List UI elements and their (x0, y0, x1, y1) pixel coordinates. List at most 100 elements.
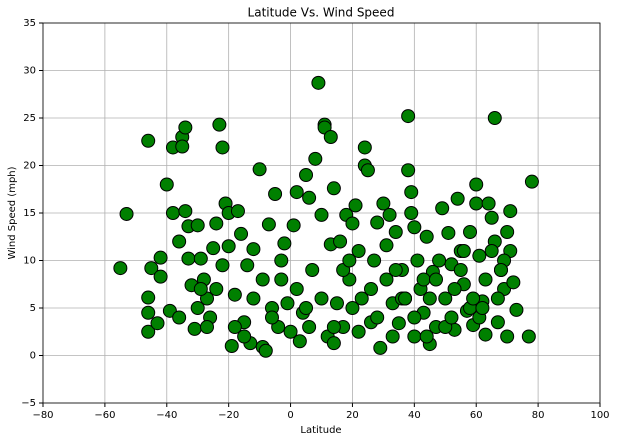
point (323, 130, 338, 144)
point (144, 261, 159, 276)
point (234, 226, 249, 241)
x-tick-label: 100 (590, 410, 609, 421)
point (172, 234, 187, 249)
y-tick-label: 25 (23, 113, 36, 124)
point (401, 163, 416, 178)
point (382, 207, 397, 222)
point (398, 291, 413, 306)
point (364, 282, 379, 296)
point (289, 185, 304, 200)
point (385, 329, 400, 344)
point (237, 329, 252, 344)
point (373, 340, 388, 355)
point (221, 239, 236, 254)
point (475, 301, 490, 315)
x-tick-label: 40 (408, 410, 421, 421)
point (172, 310, 187, 325)
point (280, 296, 295, 311)
point (404, 185, 419, 200)
point (190, 301, 205, 315)
point (181, 251, 196, 266)
point (379, 238, 394, 253)
point (490, 315, 505, 330)
point (302, 320, 317, 334)
x-tick-label: −60 (94, 410, 115, 421)
point (342, 253, 357, 268)
chart-title: Latitude Vs. Wind Speed (248, 6, 395, 20)
plot-frame (42, 22, 601, 404)
point (478, 272, 493, 287)
point (165, 206, 180, 220)
point (292, 334, 307, 349)
point (264, 310, 279, 325)
y-tick-label: −5 (21, 398, 36, 409)
y-tick-label: 20 (23, 161, 36, 172)
point (524, 174, 539, 189)
point (351, 244, 366, 258)
point (407, 310, 422, 325)
x-tick-label: −80 (32, 410, 53, 421)
point (388, 225, 403, 239)
point (141, 133, 156, 148)
point (215, 258, 230, 273)
point (252, 162, 267, 177)
point (283, 324, 298, 339)
point (466, 291, 481, 306)
point (329, 296, 344, 311)
x-tick-label: 60 (470, 410, 483, 421)
y-tick-label: 0 (30, 351, 36, 362)
point (227, 320, 242, 334)
point (150, 316, 165, 331)
point (450, 191, 465, 206)
point (268, 187, 283, 201)
point (351, 324, 366, 339)
point (289, 282, 304, 296)
point (472, 248, 487, 263)
point (348, 198, 363, 213)
point (314, 207, 329, 222)
point (261, 217, 276, 232)
point (376, 196, 391, 211)
point (370, 310, 385, 325)
point (209, 282, 224, 296)
point (326, 336, 341, 351)
point (500, 225, 515, 239)
point (500, 329, 515, 344)
point (441, 225, 456, 240)
point (311, 75, 326, 90)
point (299, 168, 314, 182)
point (391, 316, 406, 331)
point (367, 253, 382, 268)
point (404, 206, 419, 220)
point (354, 291, 369, 306)
x-tick-label: −20 (218, 410, 239, 421)
point (379, 272, 394, 287)
point (493, 263, 508, 277)
point (178, 120, 193, 135)
y-tick-label: 30 (23, 66, 36, 77)
point (345, 216, 360, 231)
point (153, 250, 168, 265)
point (286, 218, 301, 233)
point (419, 229, 434, 244)
x-tick-label: 0 (287, 410, 293, 421)
point (360, 163, 375, 178)
point (370, 215, 385, 230)
point (326, 320, 341, 334)
point (193, 282, 208, 296)
point (490, 291, 505, 306)
point (215, 140, 230, 155)
point (422, 291, 437, 306)
point (305, 263, 320, 277)
point (326, 181, 341, 196)
point (407, 220, 422, 235)
point (153, 269, 168, 284)
point (175, 139, 190, 154)
point (187, 321, 202, 336)
point (240, 258, 255, 273)
x-tick-label: −40 (156, 410, 177, 421)
y-tick-label: 35 (23, 18, 36, 29)
point (246, 242, 261, 257)
point (274, 272, 289, 287)
point (506, 275, 521, 290)
